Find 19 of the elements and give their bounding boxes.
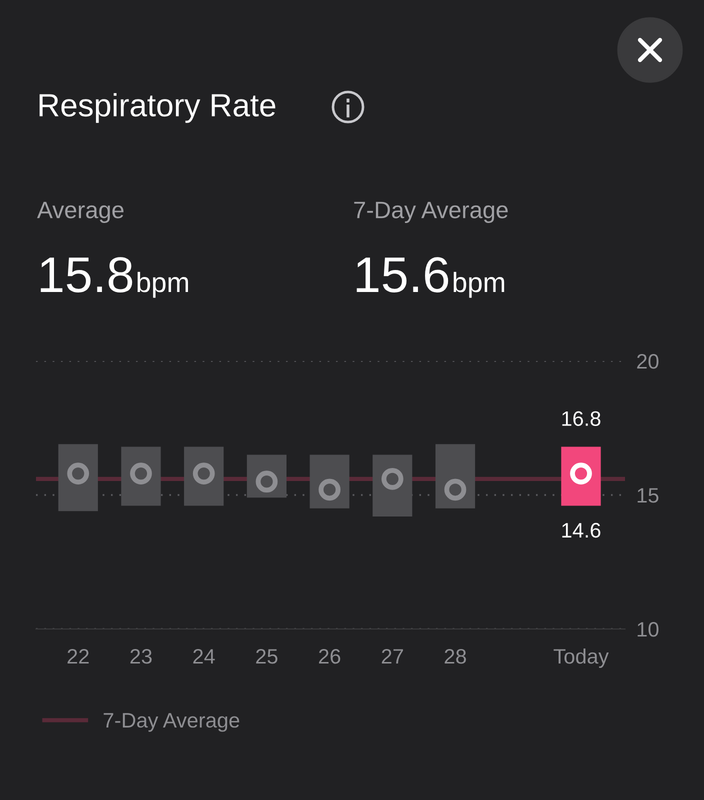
annotation: 16.8 bbox=[562, 411, 600, 426]
annotation: 14.6 bbox=[562, 522, 600, 538]
x-tick-label: 28 bbox=[444, 648, 466, 664]
x-tick-label: 22 bbox=[68, 648, 89, 664]
x-tick-label: 27 bbox=[382, 648, 403, 664]
x-tick-label: 23 bbox=[130, 648, 152, 664]
x-tick-label: 24 bbox=[193, 648, 215, 664]
x-tick-label: 26 bbox=[319, 648, 340, 664]
bar bbox=[58, 444, 98, 512]
x-tick-label: 25 bbox=[256, 648, 278, 664]
text: Average bbox=[37, 202, 124, 224]
y-tick-label: 15 bbox=[638, 488, 658, 503]
chart-title: Respiratory Rate bbox=[40, 93, 276, 123]
y-tick-label: 10 bbox=[638, 622, 658, 637]
text: 7-Day Average bbox=[354, 202, 508, 224]
legend-label: 7-Day Average bbox=[104, 713, 240, 732]
x-tick-label: Today bbox=[554, 648, 609, 668]
point bbox=[444, 478, 466, 501]
y-tick-label: 20 bbox=[637, 354, 658, 369]
